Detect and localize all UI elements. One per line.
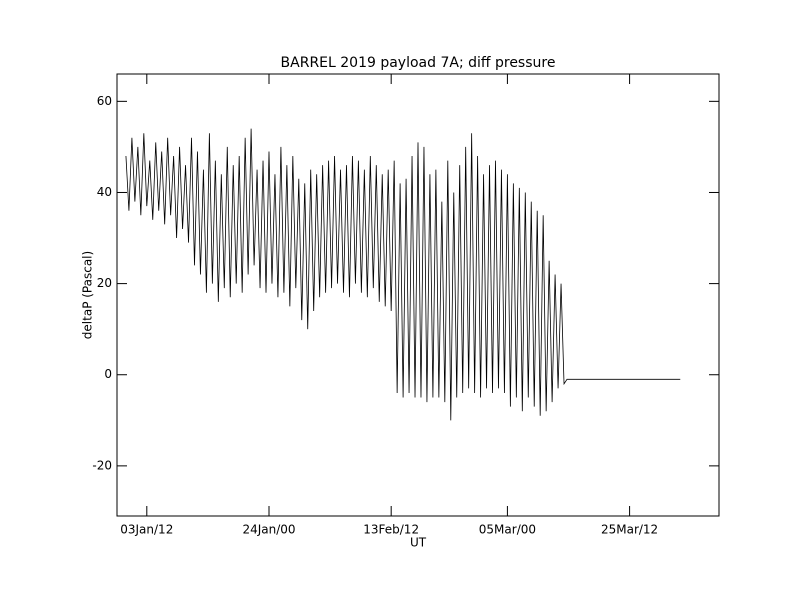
x-tick-label: 24Jan/00 bbox=[242, 523, 295, 537]
x-tick-label: 13Feb/12 bbox=[363, 523, 419, 537]
plot-frame bbox=[116, 73, 720, 517]
x-tick-label: 25Mar/12 bbox=[601, 523, 658, 537]
x-tick-label: 03Jan/12 bbox=[120, 523, 173, 537]
y-tick-label: -20 bbox=[92, 458, 112, 472]
data-line bbox=[125, 128, 681, 421]
y-tick-label: 20 bbox=[97, 276, 112, 290]
y-tick-label: 0 bbox=[104, 367, 112, 381]
y-tick-label: 60 bbox=[97, 94, 112, 108]
y-tick-label: 40 bbox=[97, 185, 112, 199]
x-axis-title: UT bbox=[410, 536, 427, 550]
y-axis-title: deltaP (Pascal) bbox=[81, 251, 95, 339]
chart-title: BARREL 2019 payload 7A; diff pressure bbox=[281, 55, 556, 71]
x-tick-label: 05Mar/00 bbox=[479, 523, 536, 537]
